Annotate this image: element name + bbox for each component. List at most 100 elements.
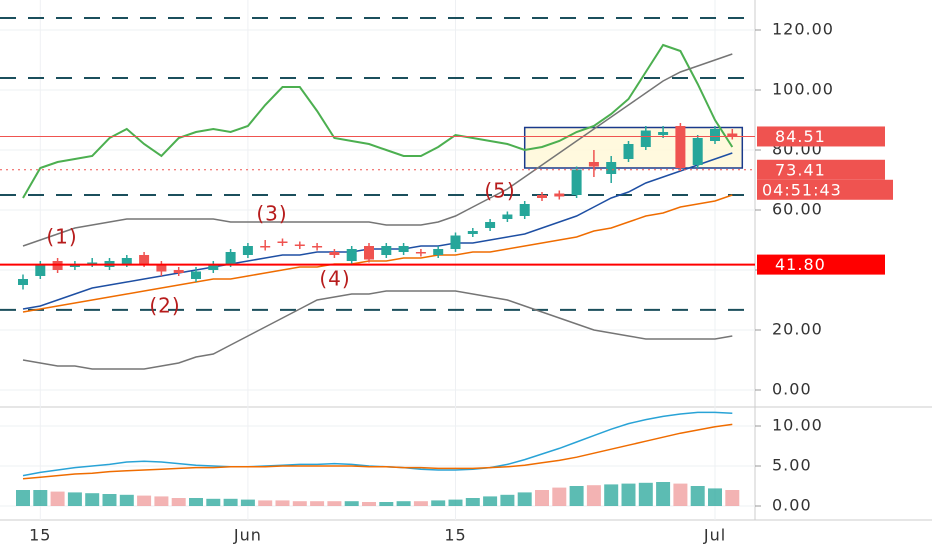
candle-body	[121, 258, 132, 264]
volume-bar	[50, 491, 65, 506]
candle-body	[710, 129, 720, 141]
volume-bar	[621, 483, 636, 506]
volume-bar	[396, 501, 411, 506]
volume-bar	[638, 482, 653, 506]
y-tick-label: 100.00	[772, 80, 834, 99]
indicator-line	[22, 194, 733, 313]
volume-bar	[119, 494, 134, 506]
indicator-line	[22, 152, 733, 310]
candle-body	[485, 222, 496, 228]
indicator-line	[22, 423, 733, 480]
candle-body	[588, 162, 599, 167]
x-tick-label: 15	[29, 526, 51, 545]
volume-bar	[604, 484, 619, 506]
candle-body	[312, 246, 323, 248]
volume-bar	[379, 502, 394, 506]
volume-bar	[275, 500, 290, 506]
volume-bar	[413, 501, 428, 506]
volume-bar	[431, 500, 446, 506]
y-tick-label: 0.00	[772, 496, 812, 515]
price-label-bg	[757, 254, 885, 275]
candle-body	[640, 130, 651, 147]
volume-bar	[586, 485, 601, 506]
candle-body	[225, 252, 236, 264]
candle-body	[554, 193, 565, 197]
volume-bar	[552, 487, 567, 506]
indicator-line	[22, 43, 734, 199]
x-tick-label: Jul	[703, 526, 726, 545]
countdown-bg	[757, 179, 893, 200]
volume-bar	[102, 494, 117, 506]
candle-body	[727, 133, 738, 137]
volume-bar	[223, 498, 238, 506]
candle-body	[571, 169, 582, 195]
candle-body	[260, 246, 271, 248]
price-label: 84.51	[775, 127, 826, 146]
volume-bar	[673, 483, 688, 506]
volume-bar	[448, 499, 463, 506]
candle-body	[191, 271, 201, 279]
volume-bar	[258, 500, 273, 506]
volume-bar	[33, 490, 48, 506]
volume-bar	[656, 482, 671, 506]
candle-body	[294, 244, 305, 246]
candle-body	[156, 264, 167, 272]
volume-bar	[725, 490, 740, 506]
candle-body	[208, 264, 219, 270]
wave-label: (4)	[319, 267, 350, 291]
wave-label: (1)	[46, 225, 77, 249]
volume-bar	[344, 501, 359, 506]
volume-bar	[569, 486, 584, 506]
volume-bar	[517, 492, 532, 506]
candle-body	[329, 252, 340, 255]
candle-body	[692, 138, 703, 165]
candle-body	[346, 249, 357, 261]
indicator-line	[22, 53, 733, 247]
volume-bar	[67, 492, 82, 506]
candle-body	[675, 126, 686, 168]
price-label-bg	[757, 126, 885, 147]
candle-body	[35, 264, 46, 276]
candle-body	[87, 262, 98, 264]
candle-body	[433, 249, 444, 255]
volume-bar	[240, 499, 255, 506]
candle-body	[502, 214, 513, 219]
candle-body	[519, 204, 530, 216]
x-tick-label: Jun	[233, 526, 262, 545]
volume-bar	[171, 498, 186, 506]
wave-label: (2)	[149, 294, 180, 318]
y-tick-label: 120.00	[772, 20, 834, 39]
y-tick-label: 0.00	[772, 380, 812, 399]
volume-bar	[708, 488, 722, 506]
y-tick-label: 60.00	[772, 200, 823, 219]
candle-body	[467, 231, 478, 234]
wave-label: (3)	[256, 202, 287, 226]
candle-body	[450, 235, 461, 249]
price-label-bg	[757, 159, 885, 180]
price-label: 41.80	[775, 255, 826, 274]
x-tick-label: 15	[444, 526, 466, 545]
volume-bar	[535, 490, 549, 506]
volume-bar	[465, 498, 480, 506]
y-tick-label: 5.00	[772, 456, 812, 475]
volume-bar	[137, 495, 152, 506]
price-label: 73.41	[775, 160, 826, 179]
candle-body	[398, 246, 409, 252]
volume-bar	[327, 501, 342, 506]
candle-body	[173, 270, 184, 273]
volume-bar	[154, 496, 169, 506]
candle-body	[537, 195, 547, 198]
candle-body	[381, 246, 392, 255]
volume-bar	[500, 494, 515, 506]
volume-bar	[362, 502, 376, 506]
candle-body	[277, 241, 288, 243]
volume-bar	[483, 496, 498, 506]
candle-body	[658, 132, 669, 135]
candle-body	[18, 279, 28, 285]
candle-body	[606, 162, 617, 174]
y-tick-label: 20.00	[772, 320, 823, 339]
candle-body	[364, 246, 374, 260]
volume-bar	[310, 501, 325, 506]
volume-bar	[206, 498, 221, 506]
